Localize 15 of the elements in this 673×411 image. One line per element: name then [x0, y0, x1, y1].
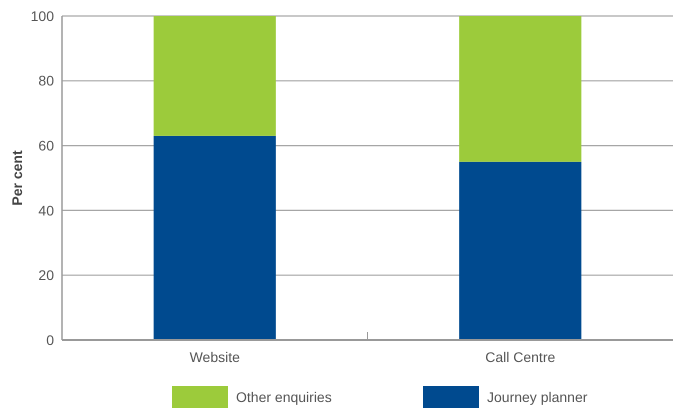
- y-tick-label: 60: [38, 138, 54, 154]
- y-tick-label: 0: [46, 332, 54, 348]
- y-tick-label: 80: [38, 72, 54, 89]
- x-tick-label: Website: [190, 349, 240, 365]
- bar: [459, 16, 582, 162]
- bar: [459, 162, 582, 340]
- y-tick-label: 100: [30, 8, 54, 24]
- y-tick-label: 20: [38, 267, 54, 284]
- x-tick-label: Call Centre: [485, 349, 556, 365]
- legend-label: Other enquiries: [236, 389, 332, 405]
- bar: [154, 136, 276, 340]
- bar: [154, 16, 276, 136]
- y-axis-title: Per cent: [9, 150, 25, 206]
- legend-label: Journey planner: [487, 389, 588, 405]
- y-tick-label: 40: [38, 202, 54, 218]
